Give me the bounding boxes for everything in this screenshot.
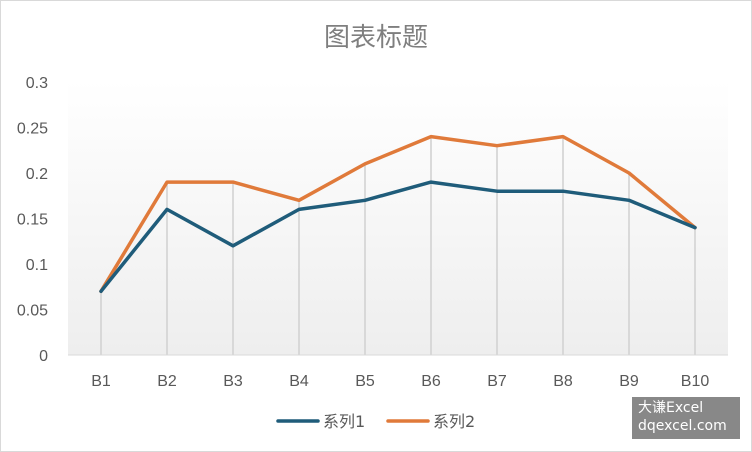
watermark-line2: dqexcel.com — [638, 418, 727, 434]
series-line-1 — [99, 180, 697, 294]
series-line-2 — [99, 134, 697, 294]
legend-label-1: 系列1 — [323, 412, 365, 431]
series-lines — [99, 134, 697, 294]
y-tick-label: 0.15 — [17, 212, 48, 229]
y-tick-label: 0 — [39, 348, 48, 365]
legend: 系列1 系列2 — [276, 412, 475, 431]
y-tick-label: 0.1 — [26, 257, 48, 274]
x-tick-label: B7 — [487, 373, 507, 390]
y-tick-label: 0.05 — [17, 303, 48, 320]
x-tick-label: B4 — [289, 373, 309, 390]
watermark-line1: 大谦Excel — [638, 400, 704, 416]
y-axis: 0 0.05 0.1 0.15 0.2 0.25 0.3 — [17, 75, 48, 365]
y-tick-label: 0.2 — [26, 166, 48, 183]
x-tick-label: B10 — [681, 373, 710, 390]
x-tick-label: B8 — [553, 373, 573, 390]
x-tick-label: B1 — [91, 373, 111, 390]
watermark: 大谦Excel dqexcel.com — [632, 397, 740, 439]
x-tick-label: B2 — [157, 373, 177, 390]
drop-lines — [100, 136, 696, 355]
x-tick-label: B9 — [619, 373, 639, 390]
y-tick-label: 0.25 — [17, 121, 48, 138]
chart-title: 图表标题 — [324, 23, 428, 53]
x-tick-label: B6 — [421, 373, 441, 390]
plot-area-background — [68, 80, 728, 355]
x-tick-label: B3 — [223, 373, 243, 390]
legend-label-2: 系列2 — [433, 412, 475, 431]
x-axis: B1 B2 B3 B4 B5 B6 B7 B8 B9 B10 — [68, 354, 728, 390]
x-tick-label: B5 — [355, 373, 375, 390]
y-tick-label: 0.3 — [26, 75, 48, 92]
